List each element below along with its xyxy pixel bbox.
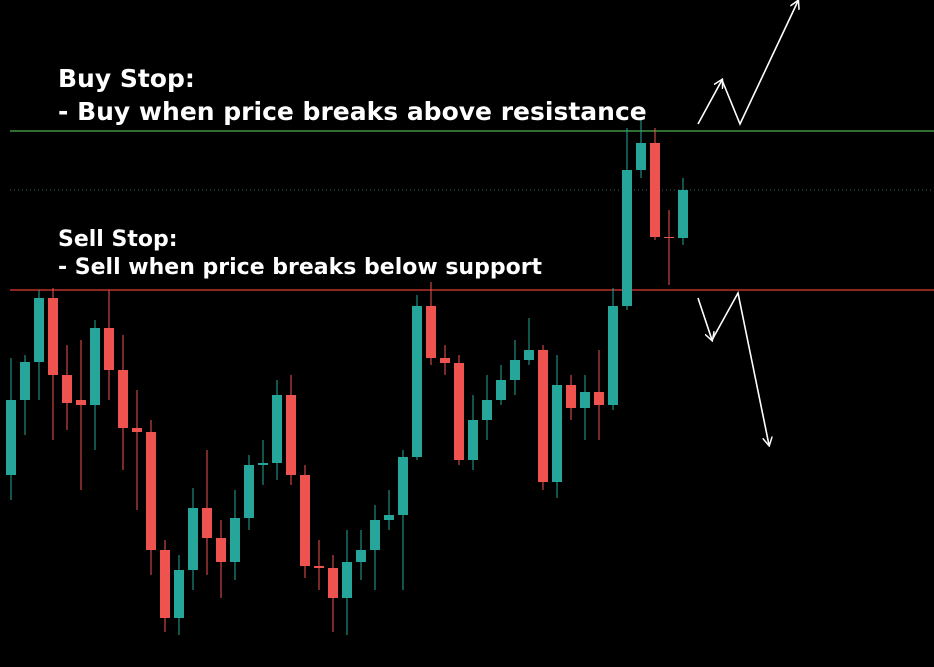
arrow <box>711 290 769 445</box>
candle-body <box>244 465 254 518</box>
arrow <box>697 80 722 125</box>
annotation: Sell Stop: <box>58 227 178 252</box>
candles <box>6 120 688 635</box>
price-lines <box>10 130 934 291</box>
candle-body <box>412 306 422 457</box>
candle-body <box>678 190 688 238</box>
candle-body <box>622 170 632 306</box>
candle-body <box>90 328 100 405</box>
candle-body <box>104 328 114 370</box>
candle-body <box>580 392 590 408</box>
candle-body <box>216 538 226 562</box>
candle-body <box>496 380 506 400</box>
candle-body <box>370 520 380 550</box>
candle-body <box>398 457 408 515</box>
annotation: Buy Stop: <box>58 64 195 93</box>
candle-body <box>426 306 436 358</box>
candle-body <box>188 508 198 570</box>
candle-body <box>524 350 534 360</box>
candle-body <box>272 395 282 463</box>
candle-body <box>356 550 366 562</box>
candle-body <box>454 363 464 460</box>
candle-body <box>20 362 30 400</box>
candle-body <box>34 298 44 362</box>
candle-body <box>510 360 520 380</box>
candle-body <box>538 350 548 482</box>
candle-body <box>636 143 646 170</box>
candle-body <box>300 475 310 566</box>
candle-body <box>286 395 296 475</box>
candle-body <box>48 298 58 375</box>
candle-body <box>132 428 142 432</box>
arrow <box>721 1 798 126</box>
candle-body <box>258 463 268 465</box>
candle-body <box>566 385 576 408</box>
candle-body <box>342 562 352 598</box>
candle-body <box>482 400 492 420</box>
candle-body <box>160 550 170 618</box>
annotation: - Sell when price breaks below support <box>58 255 543 280</box>
candle-body <box>174 570 184 618</box>
annotation: - Buy when price breaks above resistance <box>58 97 647 126</box>
candle-body <box>328 568 338 598</box>
candle-body <box>202 508 212 538</box>
candle-body <box>650 143 660 237</box>
candle-body <box>608 306 618 405</box>
candle-body <box>6 400 16 475</box>
candle-body <box>594 392 604 405</box>
candle-body <box>384 515 394 520</box>
candle-body <box>118 370 128 428</box>
candle-body <box>664 237 674 238</box>
candle-body <box>314 566 324 568</box>
candle-body <box>76 400 86 405</box>
arrow <box>697 297 712 340</box>
candle-body <box>440 358 450 363</box>
candle-body <box>468 420 478 460</box>
candle-body <box>552 385 562 482</box>
candle-body <box>146 432 156 550</box>
candle-body <box>62 375 72 403</box>
candle-body <box>230 518 240 562</box>
